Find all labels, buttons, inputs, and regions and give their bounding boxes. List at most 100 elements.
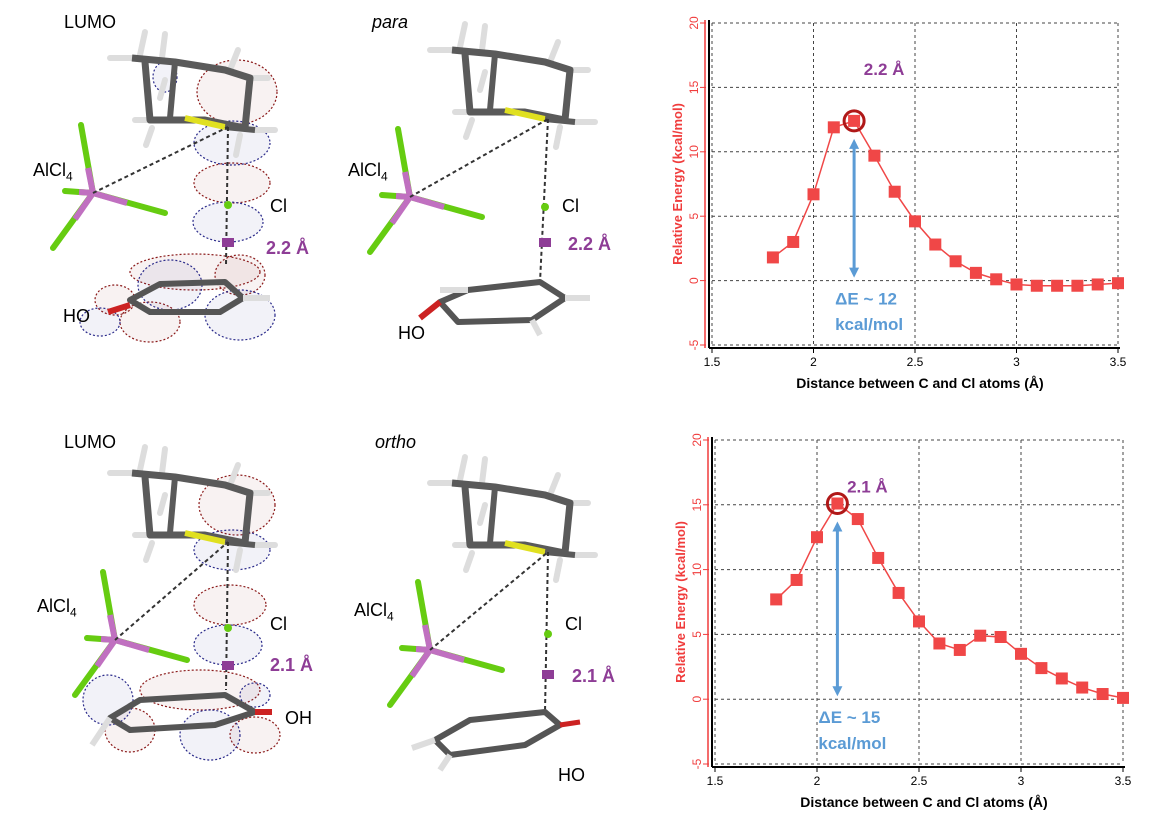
peak-distance-label: 2.1 Å xyxy=(847,477,888,496)
data-point xyxy=(770,593,783,606)
data-point xyxy=(1117,691,1129,704)
data-point xyxy=(831,497,844,510)
x-tick-label: 3.5 xyxy=(1115,774,1132,788)
isomer-label: ortho xyxy=(375,432,417,452)
y-axis-label: Relative Energy (kcal/mol) xyxy=(670,103,685,265)
data-point xyxy=(868,149,881,162)
data-point xyxy=(848,114,861,127)
distance-label: 2.1 Å xyxy=(270,655,314,675)
hydroxyl-label: HO xyxy=(63,306,90,326)
data-point xyxy=(787,235,800,248)
data-point xyxy=(1051,279,1064,292)
distance-label: 2.2 Å xyxy=(266,238,310,258)
para-structure xyxy=(370,24,595,337)
distance-label: 2.1 Å xyxy=(572,666,616,686)
isomer-label: para xyxy=(372,12,409,32)
data-point xyxy=(851,513,864,526)
y-tick-label: 20 xyxy=(690,433,704,447)
molecular-structures xyxy=(0,0,660,772)
counterion-label: AlCl4 xyxy=(354,600,394,624)
data-point xyxy=(827,121,840,134)
arrow-head-up xyxy=(832,521,843,532)
chlorine-label: Cl xyxy=(270,196,287,216)
arrow-head-down xyxy=(849,267,860,278)
ortho-structure xyxy=(390,457,595,772)
data-point xyxy=(1112,277,1124,290)
data-point xyxy=(913,615,925,628)
data-point xyxy=(974,629,987,642)
series-line xyxy=(772,119,1119,287)
data-point xyxy=(1055,672,1068,685)
data-point xyxy=(1076,681,1089,694)
series-line xyxy=(775,502,1124,699)
lumo-ortho-structure xyxy=(75,447,281,761)
orbital-negative-lobes xyxy=(82,529,271,761)
data-point xyxy=(790,573,803,586)
data-point xyxy=(1091,278,1104,291)
data-point xyxy=(909,215,921,228)
orbital-label: LUMO xyxy=(64,12,117,32)
arrow-head-down xyxy=(832,686,843,697)
energy-profile-chart-ortho: -5 0 5 10 15 20 1.5 2 2.5 3 3.5 Distance between C … xyxy=(673,433,1132,810)
data-point xyxy=(933,637,946,650)
y-tick-label: 5 xyxy=(690,631,704,638)
data-point xyxy=(1071,279,1084,292)
data-point xyxy=(1030,279,1043,292)
data-point xyxy=(949,255,962,268)
chlorine-label: Cl xyxy=(270,614,287,634)
data-point xyxy=(953,643,966,656)
transition-state-marker xyxy=(825,492,849,516)
data-point xyxy=(872,551,885,564)
counterion-label: AlCl4 xyxy=(33,160,73,184)
data-point xyxy=(1096,688,1109,701)
y-tick-label: 5 xyxy=(687,213,701,220)
barrier-energy-unit: kcal/mol xyxy=(818,734,886,753)
data-point xyxy=(929,238,942,251)
x-tick-label: 3.5 xyxy=(1110,355,1127,369)
y-tick-label: 0 xyxy=(690,696,704,703)
data-point xyxy=(892,586,905,599)
orbital-label: LUMO xyxy=(64,432,117,452)
barrier-energy-label: ΔE ~ 15 xyxy=(818,708,880,727)
y-tick-label: 15 xyxy=(690,498,704,512)
y-axis-label: Relative Energy (kcal/mol) xyxy=(673,521,688,683)
y-tick-label: 15 xyxy=(687,80,701,94)
x-tick-label: 2.5 xyxy=(911,774,928,788)
counterion-label: AlCl4 xyxy=(348,160,388,184)
data-point xyxy=(1035,662,1048,675)
peak-distance-label: 2.2 Å xyxy=(864,60,905,79)
x-axis-label: Distance between C and Cl atoms (Å) xyxy=(800,794,1047,810)
x-tick-label: 3 xyxy=(1013,355,1020,369)
data-point xyxy=(1015,647,1027,660)
counterion-subscript: 4 xyxy=(66,169,73,184)
chlorine-label: Cl xyxy=(565,614,582,634)
x-axis-label: Distance between C and Cl atoms (Å) xyxy=(796,375,1043,391)
y-tick-label: -5 xyxy=(687,339,701,350)
data-point xyxy=(888,185,901,198)
y-tick-label: 0 xyxy=(687,277,701,284)
counterion-label: AlCl4 xyxy=(37,596,77,620)
y-tick-label: -5 xyxy=(690,758,704,769)
data-point xyxy=(969,266,982,279)
x-tick-label: 2.5 xyxy=(907,355,924,369)
hydroxyl-label: HO xyxy=(398,323,425,343)
x-tick-label: 2 xyxy=(810,355,817,369)
transition-state-marker xyxy=(842,109,866,133)
lumo-para-structure xyxy=(53,32,277,343)
energy-profile-chart-para: -5 0 5 10 15 20 1.5 2 2.5 3 3.5 Distance between C … xyxy=(670,16,1127,391)
data-point xyxy=(807,188,820,201)
barrier-energy-unit: kcal/mol xyxy=(835,315,903,334)
data-point xyxy=(766,251,779,264)
arrow-head-up xyxy=(849,138,860,149)
y-tick-label: 10 xyxy=(690,563,704,577)
counterion-text: AlCl xyxy=(37,596,71,616)
distance-label: 2.2 Å xyxy=(568,234,612,254)
x-tick-label: 3 xyxy=(1018,774,1025,788)
counterion-subscript: 4 xyxy=(381,169,388,184)
data-point xyxy=(994,630,1007,643)
data-point xyxy=(811,531,823,544)
counterion-text: AlCl xyxy=(348,160,382,180)
hydroxyl-label: HO xyxy=(558,765,585,785)
data-point xyxy=(1010,278,1023,291)
y-tick-label: 20 xyxy=(687,16,701,30)
